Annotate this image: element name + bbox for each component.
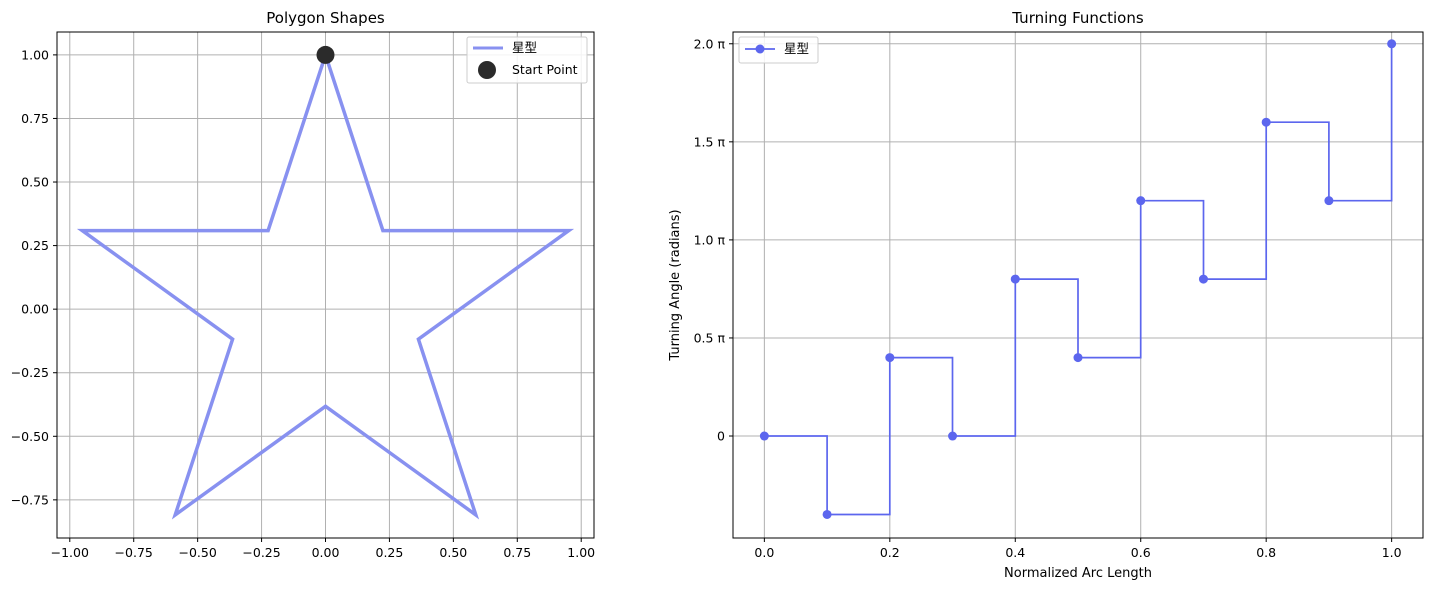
legend-start-point-marker [478,61,496,79]
right-x-tick-label: 0.0 [754,545,774,560]
left-x-tick-label: −0.75 [115,545,153,560]
right-x-tick-label: 0.2 [880,545,900,560]
right-x-tick-label: 1.0 [1382,545,1402,560]
left-y-tick-label: 1.00 [21,47,49,62]
right-x-axis-label: Normalized Arc Length [1004,566,1152,581]
turning-function-point [1198,274,1208,284]
legend-turning-label: 星型 [784,41,809,56]
right-y-tick-label: 2.0 π [694,36,726,51]
turning-function-point [1387,39,1397,49]
right-chart-title: Turning Functions [1011,9,1144,27]
left-x-tick-label: 1.00 [567,545,595,560]
turning-functions-panel: Turning Functions 0.0 0.2 0.4 0.6 0.8 1.0 0 0.5… [668,9,1424,581]
right-ticks: 0.0 0.2 0.4 0.6 0.8 1.0 0 0.5 π 1.0 π 1.5 π 2.0 π [694,36,1402,560]
legend-star-label: 星型 [512,40,537,55]
turning-function-point [1073,353,1083,363]
left-legend: 星型 Start Point [466,36,588,84]
left-x-tick-label: −0.50 [178,545,216,560]
left-ticks: −1.00 −0.75 −0.50 −0.25 0.00 0.25 0.50 0.75 1.00… [11,47,595,560]
right-y-axis-label: Turning Angle (radians) [668,209,683,361]
right-x-tick-label: 0.8 [1256,545,1276,560]
left-plot-area [76,45,575,520]
turning-function-point [1324,196,1334,206]
right-legend: 星型 [738,36,819,64]
left-x-tick-label: 0.75 [503,545,531,560]
left-x-tick-label: −0.25 [242,545,280,560]
right-y-tick-label: 1.0 π [694,232,726,247]
left-y-tick-label: 0.00 [21,302,49,317]
star-polygon-line [76,54,575,520]
left-y-tick-label: −0.75 [11,492,49,507]
turning-function-point [1010,274,1020,284]
legend-turning-marker [755,44,765,54]
polygon-shapes-panel: Polygon Shapes −1.00 −0.75 −0.50 −0.25 0.00 0… [11,9,595,560]
left-chart-title: Polygon Shapes [266,9,385,27]
left-y-tick-label: −0.25 [11,365,49,380]
right-x-tick-label: 0.6 [1131,545,1151,560]
left-x-tick-label: −1.00 [51,545,89,560]
turning-function-step-line [764,43,1393,516]
right-x-tick-label: 0.4 [1005,545,1025,560]
left-x-tick-label: 0.50 [439,545,467,560]
turning-function-point [1261,117,1271,127]
turning-function-point [822,509,832,519]
right-y-tick-label: 0.5 π [694,330,726,345]
left-x-tick-label: 0.00 [312,545,340,560]
left-y-tick-label: 0.50 [21,175,49,190]
left-grid [57,32,594,538]
start-point-marker [316,45,335,64]
right-axes-frame [732,31,1424,539]
left-x-tick-label: 0.25 [376,545,404,560]
left-y-tick-label: 0.25 [21,238,49,253]
turning-function-point [759,431,769,441]
turning-function-point [1136,196,1146,206]
right-y-tick-label: 0 [717,429,725,444]
turning-function-point [948,431,958,441]
right-plot-area [759,39,1397,519]
left-y-tick-label: −0.50 [11,429,49,444]
legend-start-point-label: Start Point [512,62,578,77]
right-y-tick-label: 1.5 π [694,134,726,149]
right-legend-box [738,36,819,64]
left-y-tick-label: 0.75 [21,111,49,126]
turning-function-point [885,353,895,363]
